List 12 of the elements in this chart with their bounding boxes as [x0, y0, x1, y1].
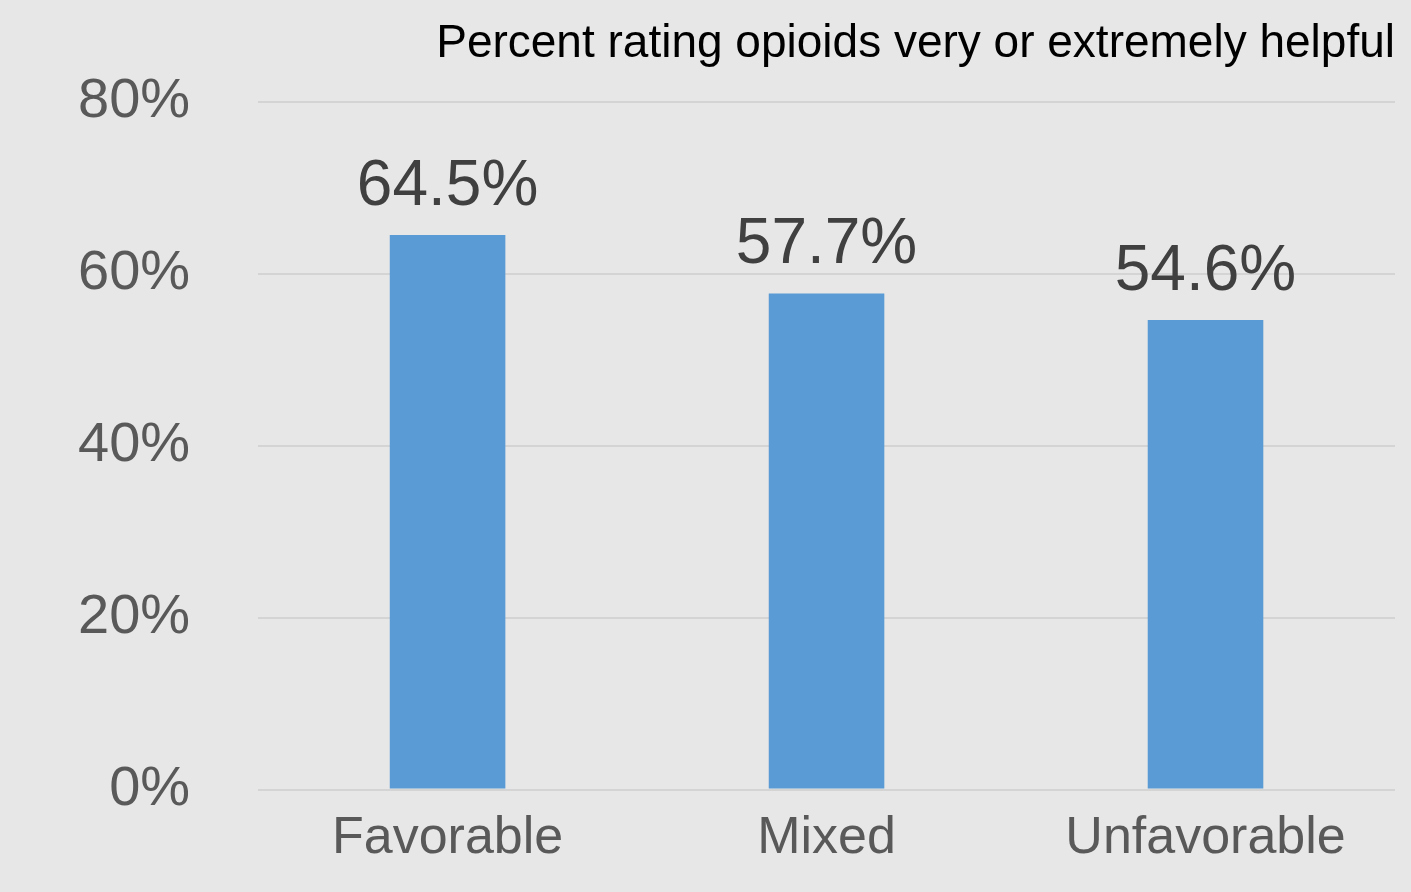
data-label: 54.6%	[1114, 231, 1297, 304]
y-tick-label: 20%	[77, 582, 191, 646]
data-label: 57.7%	[735, 205, 918, 278]
y-tick-label: 0%	[109, 754, 191, 818]
x-tick-label: Favorable	[331, 806, 564, 865]
y-tick-label: 40%	[77, 410, 191, 474]
data-label: 64.5%	[356, 146, 539, 219]
x-tick-label: Unfavorable	[1065, 806, 1346, 865]
y-tick-label: 80%	[77, 66, 191, 130]
chart-title: Percent rating opioids very or extremely helpful	[436, 14, 1395, 67]
x-tick-label: Mixed	[757, 806, 896, 865]
y-tick-label: 60%	[77, 238, 191, 302]
